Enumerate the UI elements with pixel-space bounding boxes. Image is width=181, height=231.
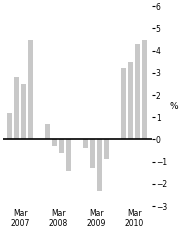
Y-axis label: %: %: [170, 102, 178, 111]
Bar: [104, 140, 109, 159]
Bar: [121, 68, 127, 140]
Bar: [28, 40, 33, 140]
Bar: [128, 62, 133, 140]
Bar: [83, 140, 88, 148]
Bar: [14, 77, 19, 140]
Bar: [52, 140, 57, 146]
Bar: [142, 40, 147, 140]
Bar: [90, 140, 95, 168]
Bar: [66, 140, 71, 170]
Bar: [21, 84, 26, 140]
Bar: [135, 44, 140, 140]
Bar: [45, 124, 50, 140]
Bar: [7, 113, 12, 140]
Bar: [97, 140, 102, 191]
Bar: [59, 140, 64, 153]
